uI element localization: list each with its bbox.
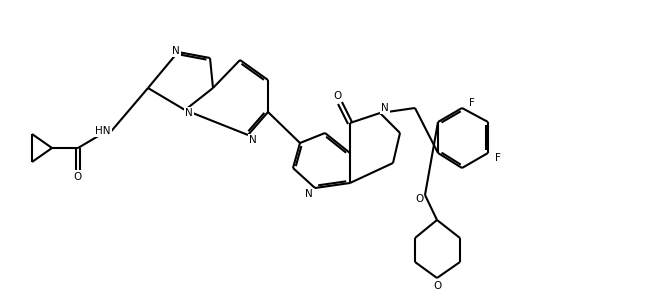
Text: F: F bbox=[469, 98, 475, 108]
Text: O: O bbox=[74, 172, 82, 182]
Text: N: N bbox=[185, 108, 193, 118]
Text: F: F bbox=[495, 153, 501, 163]
Text: HN: HN bbox=[95, 126, 111, 136]
Text: N: N bbox=[305, 189, 313, 199]
Text: N: N bbox=[249, 135, 257, 145]
Text: O: O bbox=[415, 194, 423, 204]
Text: N: N bbox=[172, 46, 180, 56]
Text: O: O bbox=[333, 91, 341, 101]
Text: O: O bbox=[433, 281, 441, 291]
Text: N: N bbox=[381, 103, 389, 113]
